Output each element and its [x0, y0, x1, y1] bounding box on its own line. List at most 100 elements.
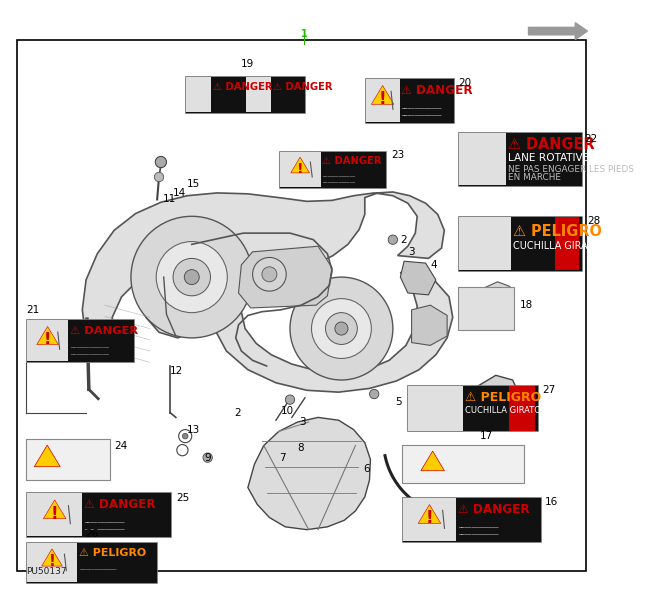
Text: 3: 3: [408, 247, 415, 257]
Text: 12: 12: [170, 366, 183, 376]
Text: CUCHILLA GIRATORIA: CUCHILLA GIRATORIA: [465, 406, 554, 415]
Polygon shape: [42, 549, 62, 566]
Text: 24: 24: [114, 441, 127, 451]
Polygon shape: [44, 500, 66, 518]
Text: 5: 5: [395, 397, 401, 407]
Text: ____________: ____________: [402, 103, 442, 109]
Bar: [402, 497, 541, 542]
Bar: [460, 217, 511, 269]
Polygon shape: [34, 445, 60, 467]
Text: ____________: ____________: [79, 565, 116, 570]
Text: ⚠ DANGER: ⚠ DANGER: [70, 326, 138, 336]
Text: 9: 9: [204, 453, 211, 462]
Text: 14: 14: [173, 188, 187, 198]
Text: ____________: ____________: [322, 178, 356, 183]
Bar: [366, 79, 400, 122]
Text: 11: 11: [162, 194, 176, 204]
Circle shape: [335, 322, 348, 335]
Text: ____________: ____________: [84, 517, 125, 523]
Polygon shape: [411, 305, 447, 346]
Bar: [407, 384, 538, 432]
Bar: [460, 133, 506, 186]
Circle shape: [155, 156, 166, 168]
Text: ⚠ DANGER: ⚠ DANGER: [213, 82, 272, 92]
Text: ⚠ DANGER: ⚠ DANGER: [273, 82, 333, 92]
Circle shape: [262, 267, 277, 282]
Polygon shape: [400, 261, 436, 295]
Bar: [26, 319, 134, 362]
Text: 27: 27: [543, 384, 556, 395]
Bar: [458, 287, 515, 330]
Text: !: !: [49, 554, 55, 569]
Polygon shape: [291, 157, 309, 173]
Bar: [246, 77, 271, 113]
Polygon shape: [83, 192, 453, 392]
Text: PU50137: PU50137: [26, 568, 67, 576]
Circle shape: [154, 172, 164, 181]
Polygon shape: [371, 85, 394, 105]
Text: 6: 6: [363, 464, 370, 474]
Circle shape: [326, 312, 358, 344]
Text: ____________: ____________: [402, 110, 442, 116]
Text: !: !: [44, 332, 51, 347]
Text: 4: 4: [430, 260, 437, 270]
Circle shape: [173, 258, 211, 296]
Text: ____________: ____________: [322, 172, 356, 177]
Text: 13: 13: [187, 424, 200, 435]
Bar: [554, 217, 579, 269]
Polygon shape: [248, 418, 370, 530]
Text: CUCHILLA GIRATORIA: CUCHILLA GIRATORIA: [513, 241, 616, 251]
Polygon shape: [36, 327, 58, 344]
Bar: [458, 216, 582, 271]
Circle shape: [388, 235, 398, 244]
Bar: [26, 542, 157, 583]
Polygon shape: [473, 282, 513, 321]
Text: 8: 8: [298, 443, 304, 453]
Circle shape: [369, 389, 379, 399]
Text: 18: 18: [520, 300, 534, 310]
Polygon shape: [462, 375, 519, 427]
Text: ⚠ DANGER: ⚠ DANGER: [508, 137, 595, 151]
Bar: [186, 77, 211, 113]
Bar: [402, 445, 524, 483]
Text: 23: 23: [391, 151, 404, 161]
Text: ⚠ DANGER: ⚠ DANGER: [322, 156, 382, 166]
Bar: [458, 132, 582, 186]
Text: ____________: ____________: [84, 524, 125, 530]
Text: 1: 1: [301, 30, 307, 39]
Polygon shape: [528, 23, 588, 39]
Bar: [27, 320, 68, 361]
Text: ____________: ____________: [70, 343, 109, 348]
Circle shape: [185, 269, 200, 285]
Bar: [280, 152, 320, 188]
Text: ⚠ DANGER: ⚠ DANGER: [458, 503, 529, 516]
Circle shape: [253, 258, 286, 291]
Bar: [279, 151, 386, 188]
Text: ____________: ____________: [458, 522, 498, 528]
Text: ⚠ PELIGRO: ⚠ PELIGRO: [79, 549, 146, 558]
Circle shape: [156, 242, 228, 312]
Text: 17: 17: [480, 430, 493, 441]
Bar: [509, 386, 535, 430]
Circle shape: [311, 299, 371, 359]
Bar: [185, 76, 305, 113]
Text: 2: 2: [234, 408, 240, 418]
Text: 21: 21: [26, 304, 40, 314]
Circle shape: [203, 453, 213, 462]
Bar: [26, 492, 171, 537]
Text: !: !: [51, 505, 58, 523]
Text: 26: 26: [85, 529, 98, 539]
Text: 2: 2: [400, 235, 407, 245]
Text: 15: 15: [187, 178, 200, 189]
Text: !: !: [426, 509, 434, 528]
Text: 16: 16: [545, 497, 558, 507]
Bar: [26, 439, 110, 480]
Text: ____________: ____________: [70, 351, 109, 355]
Text: LANE ROTATIVE: LANE ROTATIVE: [508, 153, 590, 163]
Text: 25: 25: [176, 493, 189, 503]
Text: EN MARCHE: EN MARCHE: [508, 173, 561, 182]
Circle shape: [131, 216, 253, 338]
Text: 22: 22: [584, 134, 598, 144]
Bar: [408, 386, 463, 430]
Text: 7: 7: [279, 453, 285, 462]
